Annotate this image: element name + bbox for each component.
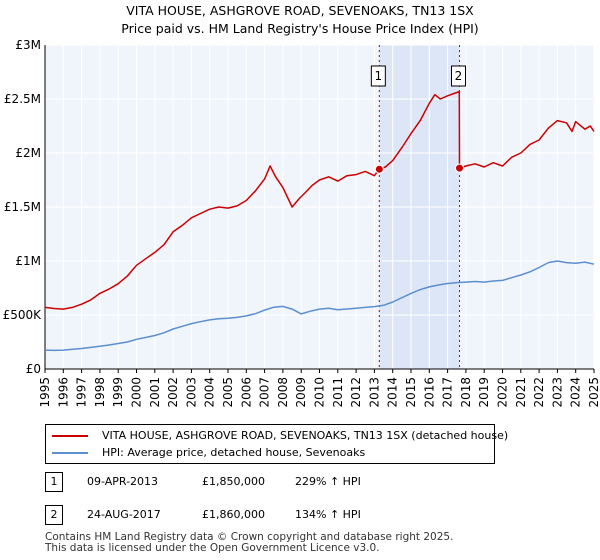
x-tick-label: 2004 <box>203 377 217 408</box>
x-tick-label: 2019 <box>477 377 491 408</box>
legend-swatch-property <box>52 435 88 437</box>
x-axis-ticks: 1995 1996 1997 1998 1999 2000 2001 2002 2003 2004… <box>38 368 600 408</box>
transaction-badge: 2 <box>45 505 63 525</box>
x-tick-label: 2025 <box>587 377 600 408</box>
legend-label-property: VITA HOUSE, ASHGROVE ROAD, SEVENOAKS, TN… <box>102 429 509 442</box>
x-tick-label: 2024 <box>569 377 583 408</box>
transaction-date: 24-AUG-2017 <box>87 508 161 521</box>
x-tick-label: 2008 <box>276 377 290 408</box>
x-tick-label: 2018 <box>459 377 473 408</box>
transaction-price: £1,860,000 <box>202 508 265 521</box>
x-tick-label: 2015 <box>404 377 418 408</box>
transaction-badge: 1 <box>45 472 63 492</box>
series-line <box>44 90 595 310</box>
x-tick-label: 2009 <box>294 377 308 408</box>
x-tick-label: 2012 <box>349 377 363 408</box>
x-tick-label: 1995 <box>38 377 52 408</box>
y-tick-label: £3M <box>15 38 41 52</box>
y-tick-label: £1M <box>15 254 41 268</box>
x-tick-label: 2000 <box>130 377 144 408</box>
x-tick-label: 1997 <box>75 377 89 408</box>
footer-copyright: Contains HM Land Registry data © Crown c… <box>45 531 454 543</box>
x-tick-label: 2011 <box>331 377 345 408</box>
x-tick-label: 2016 <box>422 377 436 408</box>
grid <box>44 44 595 370</box>
marker-box-label: 2 <box>455 69 463 83</box>
x-tick-label: 2003 <box>184 377 198 408</box>
chart-subtitle: Price paid vs. HM Land Registry's House … <box>121 21 479 36</box>
x-tick-label: 1996 <box>56 377 70 408</box>
chart-title: VITA HOUSE, ASHGROVE ROAD, SEVENOAKS, TN… <box>126 3 474 18</box>
y-tick-label: £0 <box>26 362 41 376</box>
transaction-date: 09-APR-2013 <box>87 475 159 488</box>
marker-lines <box>378 45 460 369</box>
x-tick-label: 2007 <box>258 377 272 408</box>
x-tick-label: 2001 <box>148 377 162 408</box>
series-line <box>44 260 595 352</box>
y-tick-label: £2.5M <box>4 92 41 106</box>
x-tick-label: 1999 <box>111 377 125 408</box>
legend: VITA HOUSE, ASHGROVE ROAD, SEVENOAKS, TN… <box>45 424 508 464</box>
x-tick-label: 2017 <box>441 377 455 408</box>
footer: Contains HM Land Registry data © Crown c… <box>45 532 453 554</box>
x-tick-label: 2020 <box>496 377 510 408</box>
chart-title-block: VITA HOUSE, ASHGROVE ROAD, SEVENOAKS, TN… <box>0 2 600 38</box>
y-tick-label: £500K <box>3 308 43 322</box>
transaction-price: £1,850,000 <box>202 475 265 488</box>
sale-point <box>454 163 464 173</box>
x-tick-label: 2002 <box>166 377 180 408</box>
x-tick-label: 1998 <box>93 377 107 408</box>
marker-box <box>370 65 386 87</box>
series <box>44 90 595 352</box>
y-tick-label: £1.5M <box>4 200 41 214</box>
x-tick-label: 2022 <box>532 377 546 408</box>
marker-box <box>450 65 466 87</box>
x-tick-label: 2021 <box>514 377 528 408</box>
x-tick-label: 2005 <box>221 377 235 408</box>
y-axis-ticks: £0 £500K £1M £1.5M £2M £2.5M £3M <box>3 38 46 376</box>
footer-licence: This data is licensed under the Open Gov… <box>45 542 380 554</box>
legend-swatch-hpi <box>52 452 88 454</box>
y-tick-label: £2M <box>15 146 41 160</box>
x-tick-label: 2023 <box>550 377 564 408</box>
x-tick-label: 2013 <box>367 377 381 408</box>
legend-label-hpi: HPI: Average price, detached house, Seve… <box>102 446 366 459</box>
x-tick-label: 2006 <box>239 377 253 408</box>
x-tick-label: 2010 <box>313 377 327 408</box>
sale-point <box>374 164 384 174</box>
transaction-hpi-change: 229% ↑ HPI <box>295 475 361 488</box>
marker-box-label: 1 <box>375 69 383 83</box>
x-tick-label: 2014 <box>386 377 400 408</box>
price-chart: 1995 1996 1997 1998 1999 2000 2001 2002 2003 2004… <box>3 38 600 408</box>
transaction-hpi-change: 134% ↑ HPI <box>295 508 361 521</box>
